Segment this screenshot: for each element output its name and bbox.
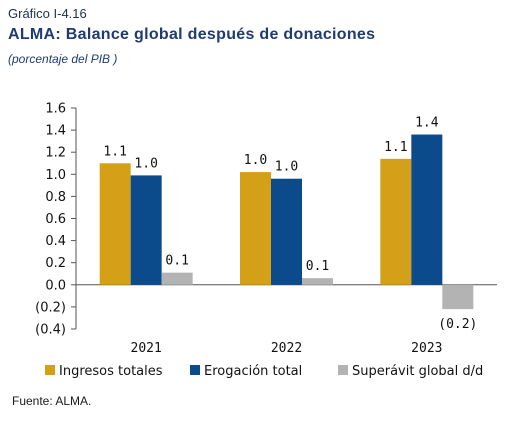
chart-title: ALMA: Balance global después de donacion… [8,26,376,43]
bar-super-vit-global-d-d-2023 [442,284,474,310]
chart-subtitle: (porcentaje del PIB ) [8,52,118,66]
data-labels: 1.1 1.0 0.1 1.0 1.0 0.1 1.1 1.4 (0.2) [103,116,477,333]
legend-swatch [45,365,55,375]
data-label: 1.1 [384,140,407,155]
x-category-label: 2021 [131,341,162,356]
y-tick-label: 0.6 [45,212,66,227]
bar-ingresos-totales-2022 [240,172,271,285]
y-tick-label: 0.2 [45,256,66,271]
bar-erogaci-n-total-2022 [271,178,302,285]
data-label: 0.1 [165,254,188,269]
y-tick-label: 1.6 [45,102,66,117]
y-tick-label: 1.4 [45,124,66,139]
bar-ingresos-totales-2023 [380,158,412,285]
data-label: 0.1 [306,259,329,274]
legend-swatch [190,365,200,375]
y-tick-label: 1.2 [45,146,66,161]
source-note: Fuente: ALMA. [12,394,92,408]
y-tick-label: 0.4 [45,234,66,249]
data-label: 1.0 [244,153,267,168]
x-category-label: 2022 [271,341,302,356]
data-label: 1.1 [103,144,126,159]
chart-kicker: Gráfico I-4.16 [8,6,87,21]
legend-swatch [338,365,348,375]
y-tick-label: 0.8 [45,190,66,205]
y-tick-label: (0.4) [35,323,66,338]
bar-super-vit-global-d-d-2022 [302,278,333,285]
y-tick-label: (0.2) [35,300,66,315]
legend: Ingresos totales Erogación total Superávit… [45,364,483,379]
legend-label: Superávit global d/d [352,364,483,379]
data-label: 1.0 [275,160,298,175]
x-category-label: 2023 [411,341,442,356]
bar-erogaci-n-total-2023 [411,134,443,285]
data-label: 1.4 [415,116,439,131]
y-axis: 1.6 1.4 1.2 1.0 0.8 0.6 0.4 0.2 0.0 (0.2) (0.4) [35,102,497,338]
data-label: 1.0 [134,156,157,171]
data-label: (0.2) [438,317,477,332]
bar-super-vit-global-d-d-2021 [161,272,193,285]
bar-erogaci-n-total-2021 [130,175,162,285]
legend-label: Ingresos totales [59,364,163,379]
legend-label: Erogación total [204,364,302,379]
y-tick-label: 1.0 [45,168,66,183]
y-tick-label: 0.0 [45,278,66,293]
bars [99,134,474,310]
x-axis-categories: 2021 2022 2023 [131,341,443,356]
bar-ingresos-totales-2021 [99,163,131,285]
